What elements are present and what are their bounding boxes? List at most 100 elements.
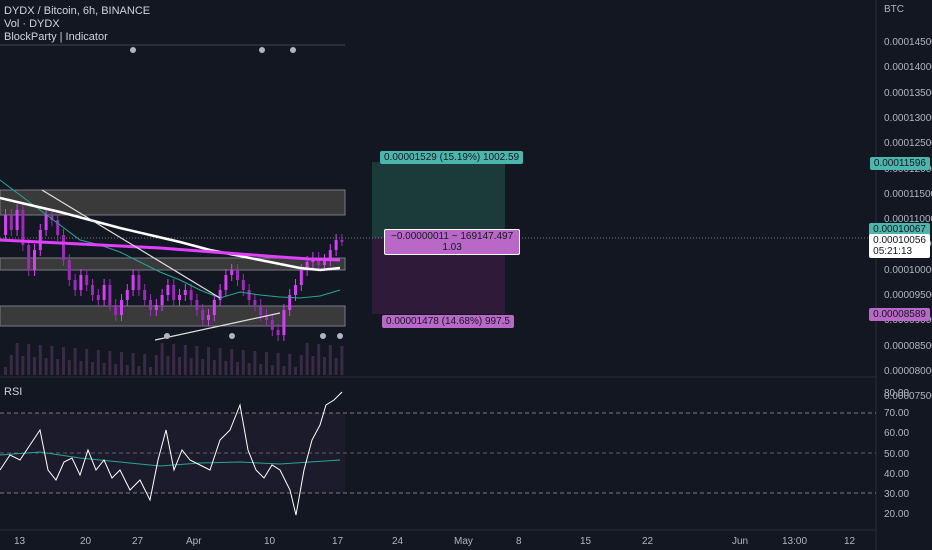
ma-magenta-line[interactable]: [0, 238, 341, 262]
candle-body[interactable]: [230, 270, 234, 275]
time-tick-label: 20: [80, 536, 92, 547]
price-tick-label: 0.00012500: [884, 138, 932, 150]
volume-bar: [4, 367, 7, 375]
candle-body[interactable]: [172, 285, 176, 300]
candle-body[interactable]: [131, 275, 135, 290]
volume-bar: [224, 361, 228, 375]
volume-bar: [160, 343, 164, 375]
candle-body[interactable]: [212, 300, 216, 315]
candle-body[interactable]: [247, 290, 251, 300]
target-zone[interactable]: [372, 162, 505, 238]
candle-body[interactable]: [282, 310, 286, 335]
candle-body[interactable]: [67, 260, 71, 280]
candle-body[interactable]: [9, 215, 13, 230]
candle-body[interactable]: [33, 250, 36, 270]
candle-body[interactable]: [253, 300, 257, 305]
candle-body[interactable]: [218, 290, 222, 300]
volume-bar: [259, 364, 263, 375]
candle-body[interactable]: [27, 245, 31, 270]
candle-body[interactable]: [21, 210, 25, 245]
volume-bar: [183, 345, 187, 375]
candle-body[interactable]: [195, 300, 199, 310]
candlesticks[interactable]: [4, 204, 344, 341]
candle-body[interactable]: [224, 275, 228, 290]
candle-body[interactable]: [143, 290, 147, 300]
candle-body[interactable]: [183, 290, 187, 295]
candle-body[interactable]: [288, 295, 292, 310]
candle-body[interactable]: [137, 275, 141, 290]
indicator-legend[interactable]: BlockParty | Indicator: [4, 31, 108, 43]
rsi-legend[interactable]: RSI: [4, 386, 23, 398]
candle-body[interactable]: [270, 320, 274, 330]
descending-trendline[interactable]: [41, 189, 221, 299]
candle-body[interactable]: [259, 305, 263, 315]
candle-body[interactable]: [154, 305, 158, 310]
candle-body[interactable]: [56, 220, 60, 235]
candle-body[interactable]: [79, 275, 83, 290]
candle-body[interactable]: [85, 275, 89, 285]
candle-body[interactable]: [102, 285, 106, 300]
time-tick-label: 17: [332, 536, 344, 547]
mid-zone[interactable]: [0, 257, 346, 271]
candle-body[interactable]: [108, 285, 112, 305]
volume-legend[interactable]: Vol · DYDX: [4, 18, 60, 30]
candle-body[interactable]: [73, 280, 77, 290]
candle-body[interactable]: [317, 258, 321, 265]
candle-body[interactable]: [276, 330, 280, 335]
volume-bar: [96, 350, 100, 375]
volume-bar: [323, 357, 326, 375]
candle-body[interactable]: [299, 270, 303, 285]
candle-body[interactable]: [125, 290, 129, 300]
time-tick-label: Jun: [732, 536, 749, 547]
candle-body[interactable]: [207, 315, 210, 320]
ascending-trendline[interactable]: [154, 312, 281, 341]
candle-body[interactable]: [178, 295, 181, 300]
candle-body[interactable]: [241, 280, 245, 290]
volume-bar: [91, 362, 94, 375]
time-tick-label: Apr: [186, 536, 202, 547]
rsi-line[interactable]: [0, 391, 343, 516]
candle-body[interactable]: [44, 215, 48, 230]
candle-body[interactable]: [201, 310, 205, 320]
symbol-legend[interactable]: DYDX / Bitcoin, 6h, BINANCE: [4, 5, 151, 17]
candle-body[interactable]: [236, 270, 239, 280]
candle-body[interactable]: [265, 315, 268, 320]
candle-body[interactable]: [160, 295, 164, 305]
candle-body[interactable]: [340, 240, 344, 242]
candle-body[interactable]: [15, 210, 19, 230]
candle-body[interactable]: [323, 260, 326, 265]
candle-body[interactable]: [334, 240, 338, 250]
candle-body[interactable]: [166, 285, 170, 295]
candle-body[interactable]: [96, 295, 100, 300]
candle-body[interactable]: [294, 285, 297, 295]
time-tick-label: May: [454, 536, 473, 547]
skull-icon: [337, 333, 343, 339]
candle-body[interactable]: [114, 305, 118, 315]
target-label[interactable]: 0.00001529 (15.19%) 1002.59: [380, 151, 524, 164]
candle-body[interactable]: [50, 215, 54, 220]
candle-body[interactable]: [189, 290, 193, 300]
price-tick-label: 0.00013000: [884, 112, 932, 124]
ma-white-line[interactable]: [0, 196, 341, 272]
candle-body[interactable]: [62, 235, 65, 260]
candle-body[interactable]: [120, 300, 123, 315]
time-tick-label: 22: [642, 536, 654, 547]
volume-bar: [114, 364, 118, 375]
candle-body[interactable]: [305, 262, 309, 270]
volume-bar: [85, 349, 89, 375]
stop-label[interactable]: 0.00001478 (14.68%) 997.5: [382, 315, 514, 328]
ma-teal-line[interactable]: [0, 179, 341, 299]
candle-body[interactable]: [91, 285, 94, 295]
price-tick-label: 0.00008500: [884, 340, 932, 352]
candle-body[interactable]: [4, 215, 7, 235]
candle-body[interactable]: [38, 230, 42, 250]
rsi-tick-label: 50.00: [884, 448, 910, 460]
bar-countdown: 05:21:13: [873, 246, 913, 257]
candle-body[interactable]: [328, 250, 332, 260]
entry-label[interactable]: −0.00000011 ~ 169147.497 1.03: [384, 229, 521, 255]
candle-body[interactable]: [149, 300, 152, 310]
volume-bar: [189, 358, 193, 375]
rsi-ma-line[interactable]: [0, 451, 341, 467]
support-zone[interactable]: [0, 305, 346, 327]
